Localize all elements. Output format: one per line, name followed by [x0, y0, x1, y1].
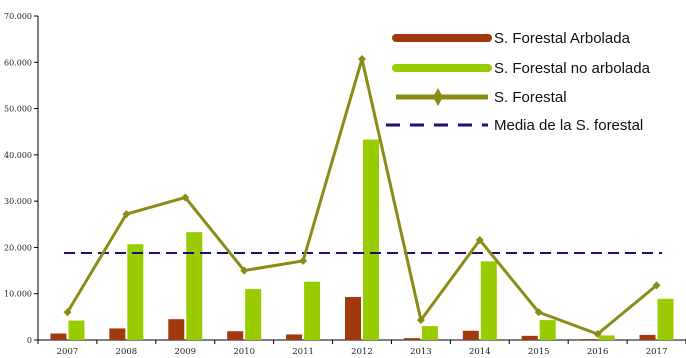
- line-point-marker: [593, 329, 602, 338]
- bar-arbolada: [639, 334, 656, 340]
- bar-no-arbolada: [68, 320, 85, 340]
- line-point-marker: [181, 193, 190, 202]
- bar-no-arbolada: [480, 261, 497, 340]
- line-point-marker: [299, 256, 308, 265]
- bar-no-arbolada: [539, 320, 556, 340]
- bars: [50, 139, 674, 340]
- x-tick-label: 2011: [292, 347, 314, 357]
- line-point-marker: [416, 316, 425, 325]
- bar-no-arbolada: [245, 289, 262, 340]
- bar-arbolada: [286, 334, 303, 340]
- y-tick-label: 10.000: [4, 290, 32, 299]
- legend-label: S. Forestal no arbolada: [494, 60, 651, 77]
- x-tick-label: 2007: [57, 347, 79, 357]
- line-point-marker: [240, 266, 249, 275]
- line-point-marker: [122, 210, 131, 219]
- y-tick-label: 60.000: [4, 58, 32, 67]
- bar-no-arbolada: [598, 335, 615, 340]
- line-point-marker: [63, 308, 72, 317]
- y-tick-label: 70.000: [4, 12, 32, 21]
- y-tick-label: 40.000: [4, 151, 32, 160]
- legend-label: S. Forestal Arbolada: [494, 30, 631, 47]
- x-tick-label: 2017: [646, 347, 668, 357]
- legend-label: Media de la S. forestal: [494, 117, 643, 134]
- y-tick-label: 50.000: [4, 105, 32, 114]
- bar-arbolada: [227, 331, 244, 340]
- bar-arbolada: [521, 335, 538, 340]
- bar-no-arbolada: [186, 232, 203, 340]
- bar-arbolada: [50, 333, 67, 340]
- x-tick-label: 2016: [587, 347, 609, 357]
- legend-label: S. Forestal: [494, 89, 567, 106]
- line-point-marker: [475, 236, 484, 245]
- legend-swatch-marker: [433, 88, 443, 106]
- line-point-marker: [358, 55, 366, 64]
- series-line-forestal: [66, 57, 658, 336]
- x-tick-label: 2012: [351, 347, 373, 357]
- y-tick-label: 0: [27, 336, 32, 345]
- x-tick-label: 2013: [410, 347, 432, 357]
- x-tick-label: 2015: [528, 347, 550, 357]
- bar-arbolada: [345, 296, 361, 340]
- x-tick-label: 2010: [233, 347, 255, 357]
- bar-no-arbolada: [363, 139, 379, 340]
- bar-arbolada: [109, 328, 126, 340]
- y-tick-label: 30.000: [4, 197, 32, 206]
- line-point-marker: [534, 308, 543, 317]
- line-point-marker: [652, 281, 661, 290]
- bar-arbolada: [462, 330, 479, 340]
- series-line-group: [63, 55, 661, 338]
- bar-no-arbolada: [127, 244, 144, 340]
- legend: S. Forestal Arbolada S. Forestal no arbol…: [386, 30, 651, 134]
- bar-arbolada: [168, 319, 185, 340]
- bar-arbolada: [580, 339, 597, 340]
- x-tick-label: 2008: [116, 347, 138, 357]
- y-tick-label: 20.000: [4, 243, 32, 252]
- x-tick-label: 2014: [469, 347, 491, 357]
- bar-no-arbolada: [657, 298, 674, 340]
- bar-no-arbolada: [421, 326, 438, 340]
- bar-arbolada: [403, 338, 420, 340]
- axes: 0 10.000 20.000 30.000 40.000 50.000 60.000 70.…: [4, 12, 686, 357]
- x-tick-label: 2009: [174, 347, 196, 357]
- bar-no-arbolada: [304, 281, 321, 340]
